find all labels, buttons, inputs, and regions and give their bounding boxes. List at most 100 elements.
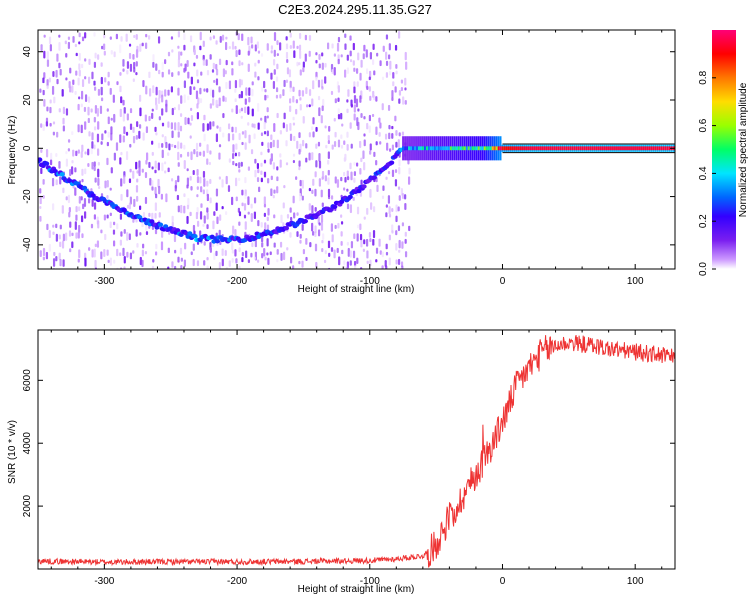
spectrogram-cell — [100, 251, 103, 260]
spectrogram-arc-point — [59, 172, 65, 177]
spectrogram-cell — [384, 259, 387, 267]
spectrogram-cell — [231, 196, 234, 206]
spectrogram-cell — [327, 134, 330, 141]
spectrogram-cell — [55, 223, 58, 229]
spectrogram-cell — [97, 177, 100, 186]
spectrogram-cell — [234, 98, 237, 103]
spectrogram-cell — [311, 222, 314, 232]
spectrogram-cell — [202, 40, 205, 47]
spectrogram-cell — [311, 205, 314, 214]
spectrogram-cell — [161, 134, 164, 138]
spectrogram-cell — [196, 260, 200, 267]
spectrogram-cell — [74, 221, 77, 230]
spectrogram-cell — [251, 108, 254, 117]
spectrogram-cell — [224, 70, 227, 75]
spectrogram-cell — [224, 249, 227, 256]
spectrogram-cell — [77, 77, 80, 86]
spectrogram-cell — [320, 189, 323, 198]
spectrogram-cell — [250, 36, 253, 44]
spectrogram-cell — [350, 103, 353, 108]
spectrogram-cell — [394, 86, 397, 93]
spectrogram-cell — [256, 162, 260, 170]
spectrogram-carrier-core — [435, 146, 438, 151]
spectrogram-cell — [90, 108, 93, 113]
spectrogram-cell — [317, 79, 321, 88]
spectrogram-cell — [263, 159, 267, 164]
spectrogram-cell — [129, 63, 133, 72]
spectrogram-cell — [296, 45, 299, 49]
spectrogram-cell — [290, 216, 293, 221]
spectrogram-cell — [49, 44, 52, 52]
spectrogram-cell — [212, 35, 216, 40]
spectrogram-cell — [270, 188, 273, 197]
spectrogram-cell — [145, 224, 148, 232]
spectrogram-cell — [260, 221, 263, 228]
spectrogram-cell — [404, 238, 407, 244]
spectrogram-cell — [317, 95, 321, 101]
spectrogram-cell — [152, 85, 155, 94]
spectrogram-cell — [75, 70, 78, 76]
spectrogram-arc-point — [361, 184, 367, 189]
spectrogram-cell — [352, 42, 355, 51]
spectrogram-cell — [282, 202, 285, 209]
spectrogram-cell — [212, 121, 215, 127]
spectrogram-cell — [58, 160, 61, 169]
spectrogram-cell — [346, 261, 350, 269]
spectrogram-cell — [100, 62, 103, 67]
spectrogram-cell — [158, 69, 161, 75]
spectrogram-cell — [164, 59, 167, 65]
spectrogram-cell — [78, 32, 81, 38]
spectrogram-cell — [141, 42, 144, 47]
spectrogram-cell — [203, 260, 206, 266]
spectrogram-cell — [187, 71, 190, 79]
spectrogram-cell — [270, 45, 274, 50]
spectrogram-cell — [53, 251, 56, 256]
spectrogram-carrier-core — [650, 146, 653, 151]
spectrogram-cell — [222, 95, 225, 102]
spectrogram-carrier-core — [589, 146, 592, 151]
spectrogram-cell — [312, 117, 315, 125]
spectrogram-cell — [372, 206, 376, 213]
spectrogram-cell — [103, 214, 106, 221]
spectrogram-cell — [161, 149, 164, 159]
spectrogram-cell — [333, 53, 336, 57]
spectrogram-cell — [346, 170, 349, 178]
spectrogram-cell — [371, 59, 375, 66]
spectrogram-cell — [244, 98, 247, 105]
spectrogram-carrier-core — [547, 146, 550, 151]
spectrogram-cell — [343, 187, 346, 191]
spectrogram-carrier-core — [543, 146, 546, 151]
spectrogram-cell — [61, 205, 64, 214]
spectrogram-cell — [209, 103, 212, 109]
spectrogram-carrier-core — [416, 146, 418, 151]
spectrogram-cell — [373, 70, 376, 76]
spectrogram-cell — [324, 62, 327, 68]
spectrogram-cell — [398, 239, 401, 249]
spectrogram-carrier-core — [581, 146, 584, 151]
spectrogram-cell — [110, 167, 113, 174]
spectrogram-cell — [385, 60, 389, 66]
spectrogram-cell — [87, 96, 91, 103]
spectrogram-cell — [276, 258, 279, 263]
spectrogram-cell — [139, 107, 142, 117]
spectrogram-cell — [264, 256, 267, 261]
spectrogram-cell — [355, 68, 359, 74]
spectrogram-cell — [243, 214, 247, 219]
spectrogram-cell — [171, 143, 174, 148]
spectrogram-cell — [299, 104, 302, 111]
spectrogram-carrier-core — [629, 146, 631, 151]
spectrogram-cell — [384, 133, 388, 140]
spectrogram-cell — [238, 221, 241, 226]
spectrogram-cell — [103, 50, 106, 56]
spectrogram-cell — [48, 243, 51, 252]
spectrogram-cell — [257, 168, 260, 174]
spectrogram-cell — [302, 115, 305, 124]
spectrogram-cell — [272, 139, 275, 148]
spectrogram-cell — [269, 158, 272, 165]
spectrogram-cell — [119, 85, 122, 93]
spectrogram-cell — [379, 60, 382, 67]
spectrogram-cell — [225, 175, 228, 185]
spectrogram-cell — [394, 169, 398, 174]
spectrogram-cell — [387, 104, 391, 111]
spectrogram-cell — [119, 213, 123, 220]
